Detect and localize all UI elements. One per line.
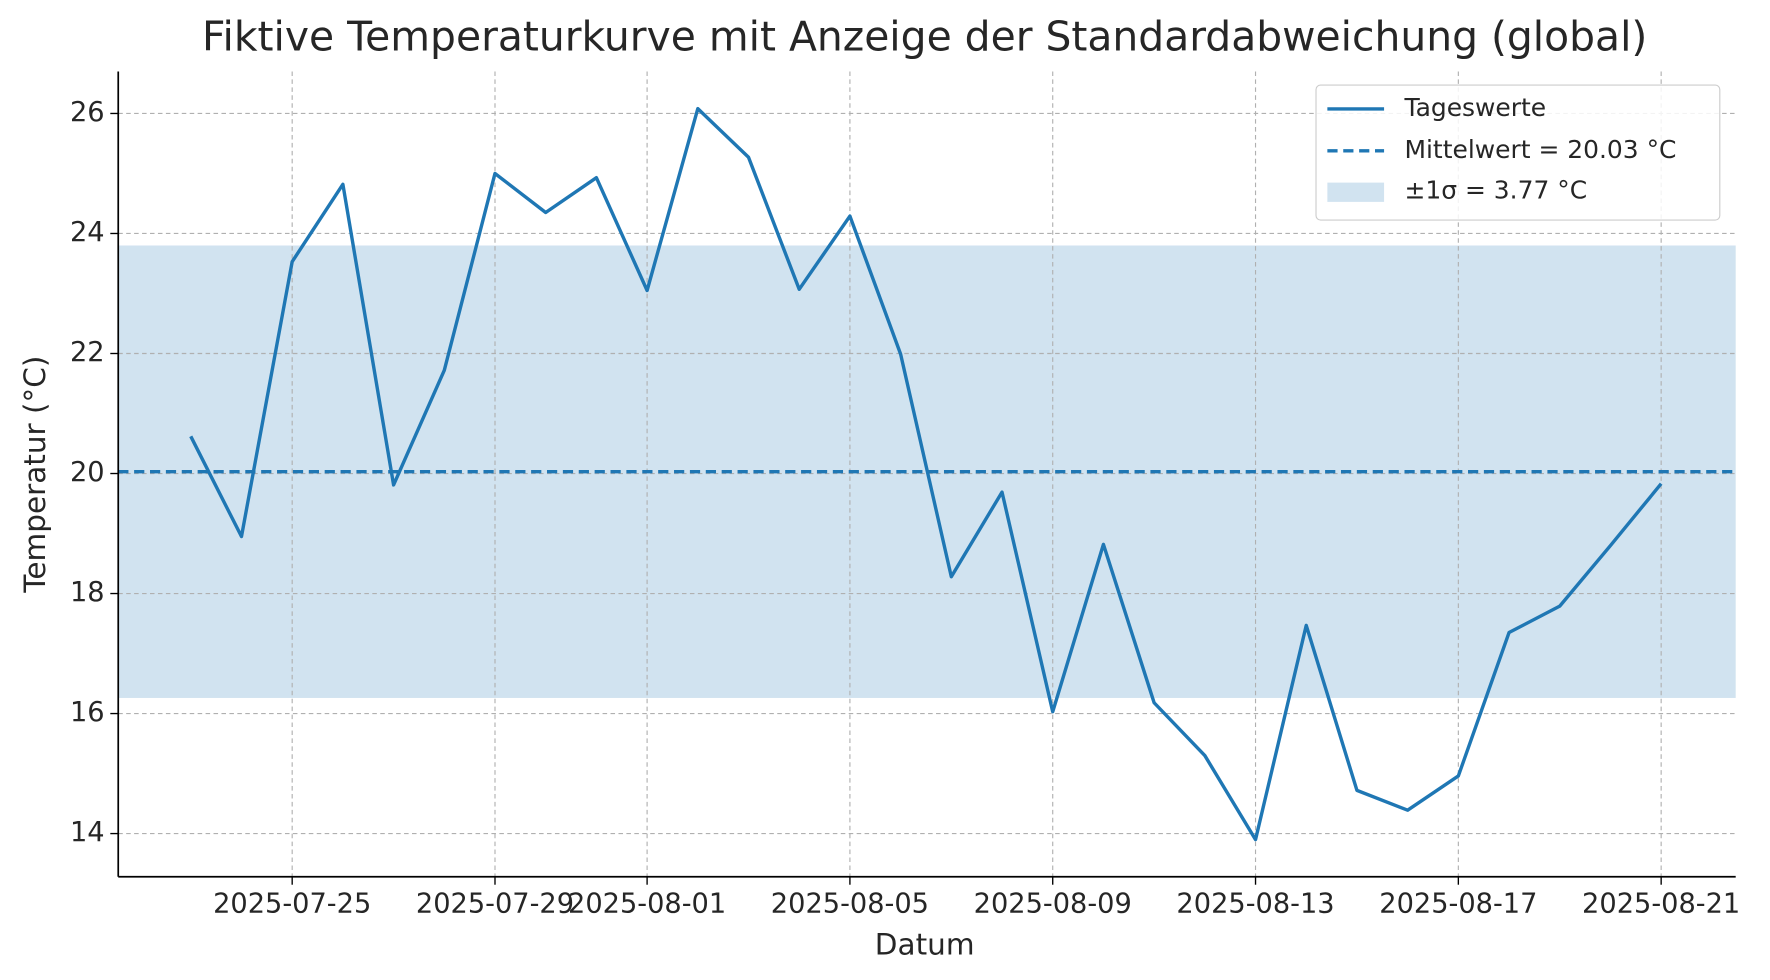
x-tick-label: 2025-07-25	[213, 889, 371, 920]
y-axis-label: Temperatur (°C)	[18, 356, 52, 594]
y-tick-label: 16	[70, 697, 105, 728]
x-tick-label: 2025-08-05	[771, 889, 929, 920]
x-tick-label: 2025-07-29	[416, 889, 574, 920]
y-tick-label: 20	[70, 457, 105, 488]
y-tick-label: 22	[70, 337, 105, 368]
y-tick-label: 18	[70, 577, 105, 608]
y-tick-label: 24	[70, 217, 105, 248]
x-tick-label: 2025-08-13	[1176, 889, 1334, 920]
legend-label: Mittelwert = 20.03 °C	[1404, 135, 1676, 164]
y-tick-label: 26	[70, 97, 105, 128]
x-axis-label: Datum	[875, 927, 975, 961]
x-tick-label: 2025-08-09	[974, 889, 1132, 920]
legend-box	[1315, 84, 1721, 221]
legend-label: Tageswerte	[1403, 93, 1546, 122]
x-tick-label: 2025-08-17	[1379, 889, 1537, 920]
y-tick-label: 14	[70, 817, 105, 848]
data-line	[189, 106, 1663, 842]
chart-title: Fiktive Temperaturkurve mit Anzeige der …	[202, 13, 1647, 61]
x-tick-label: 2025-08-01	[568, 889, 726, 920]
legend-swatch	[1327, 182, 1385, 202]
legend-label: ±1σ = 3.77 °C	[1404, 176, 1587, 205]
x-tick-label: 2025-08-21	[1582, 889, 1740, 920]
